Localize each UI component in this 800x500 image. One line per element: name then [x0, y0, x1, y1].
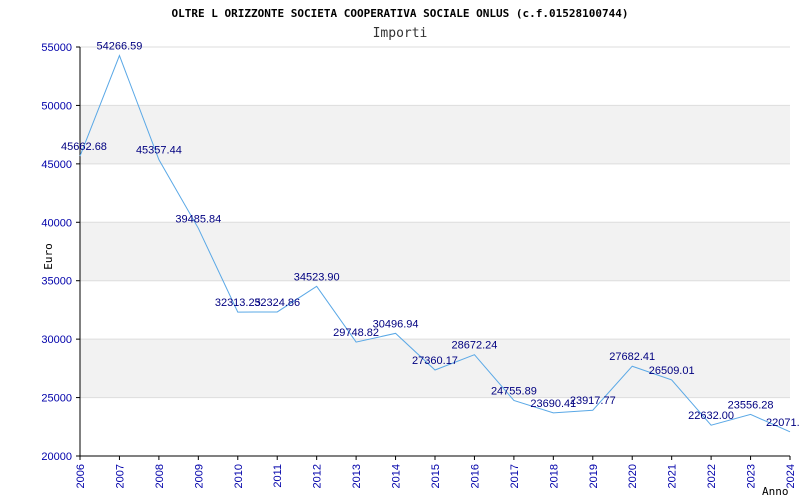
data-label: 26509.01	[649, 365, 695, 377]
x-tick-label: 2021	[667, 464, 679, 488]
y-tick-label: 50000	[41, 100, 72, 112]
y-tick-label: 35000	[41, 276, 72, 288]
x-tick-label: 2018	[548, 464, 560, 488]
data-label: 22632.00	[688, 410, 734, 422]
data-label: 32324.86	[254, 297, 300, 309]
grid-band	[80, 222, 790, 281]
y-tick-label: 20000	[41, 451, 72, 463]
x-tick-label: 2024	[785, 464, 797, 488]
x-tick-label: 2011	[272, 464, 284, 488]
data-label: 34523.90	[294, 271, 340, 283]
x-tick-labels: 2006 2007 2008 2009 2010 2011 2012 2013 2014 2015…	[75, 456, 797, 488]
x-tick-label: 2006	[75, 464, 87, 488]
x-tick-label: 2013	[351, 464, 363, 488]
data-label: 30496.94	[373, 318, 419, 330]
grid-band	[80, 105, 790, 164]
chart-subtitle: Importi	[373, 26, 428, 41]
y-tick-labels: 20000 25000 30000 35000 40000 45000 50000 55000	[41, 42, 80, 463]
y-tick-label: 55000	[41, 42, 72, 54]
x-tick-label: 2017	[509, 464, 521, 488]
y-tick-label: 30000	[41, 334, 72, 346]
x-tick-label: 2023	[746, 464, 758, 488]
data-label: 45662.68	[61, 141, 107, 153]
data-label: 29748.82	[333, 327, 379, 339]
x-tick-label: 2009	[193, 464, 205, 488]
y-tick-label: 25000	[41, 393, 72, 405]
data-label: 23690.41	[530, 398, 576, 410]
x-tick-label: 2016	[469, 464, 481, 488]
data-label: 24755.89	[491, 385, 537, 397]
x-tick-label: 2010	[233, 464, 245, 488]
x-tick-label: 2020	[627, 464, 639, 488]
x-axis-label: Anno	[762, 485, 789, 498]
x-tick-label: 2008	[154, 464, 166, 488]
x-tick-label: 2007	[114, 464, 126, 488]
data-label: 22071.13	[766, 417, 800, 429]
y-axis-label: Euro	[42, 243, 55, 270]
x-tick-label: 2022	[706, 464, 718, 488]
x-tick-label: 2019	[588, 464, 600, 488]
background-bands	[80, 105, 790, 398]
data-label: 32313.25	[215, 297, 261, 309]
y-tick-label: 40000	[41, 217, 72, 229]
data-labels: 45662.68 54266.59 45357.44 39485.84 32313.25…	[61, 41, 800, 429]
chart-title: OLTRE L ORIZZONTE SOCIETA COOPERATIVA SO…	[172, 7, 629, 20]
data-label: 27360.17	[412, 355, 458, 367]
data-label: 27682.41	[609, 351, 655, 363]
y-tick-label: 45000	[41, 159, 72, 171]
data-label: 23917.77	[570, 395, 616, 407]
data-label: 45357.44	[136, 145, 182, 157]
x-tick-label: 2014	[391, 464, 403, 488]
data-label: 39485.84	[175, 213, 221, 225]
x-tick-label: 2015	[430, 464, 442, 488]
grid-band	[80, 339, 790, 398]
data-label: 54266.59	[96, 41, 142, 53]
x-tick-label: 2012	[312, 464, 324, 488]
series-line	[79, 54, 791, 433]
data-label: 28672.24	[451, 340, 497, 352]
data-label: 23556.28	[728, 399, 774, 411]
